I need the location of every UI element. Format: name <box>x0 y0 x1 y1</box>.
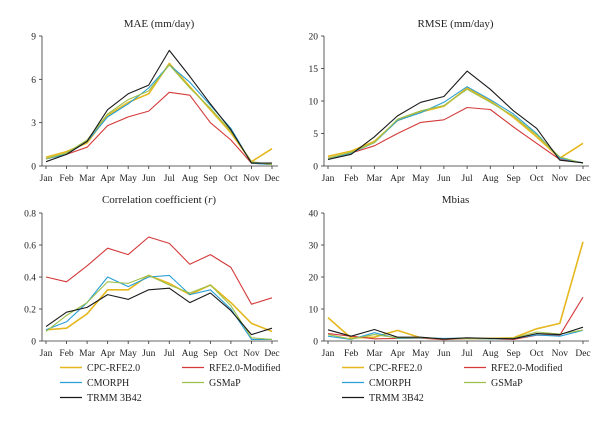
panel-2-x-tick-label: Dec <box>575 174 590 184</box>
panel-4-x-tick-label: May <box>412 349 430 359</box>
panel-4-y-tick-label: 30 <box>309 242 319 252</box>
panel-4-x-tick-label: Nov <box>552 349 569 359</box>
panel-4-x-tick-label: Jun <box>437 349 450 359</box>
panel-3-x-tick-label: Jun <box>142 349 155 359</box>
panel-2-x-tick-label: Nov <box>552 174 569 184</box>
panel-4-x-tick-label: Jan <box>322 349 335 359</box>
panel-1-x-tick-label: May <box>119 174 137 184</box>
panel-1-x-tick-label: Sep <box>203 174 218 184</box>
panel-4-y-tick-label: 40 <box>309 210 319 220</box>
panel-3-x-tick-label: May <box>119 349 137 359</box>
panel-2-y-tick-label: 15 <box>309 65 319 75</box>
panel-1-y-tick-label: 0 <box>31 163 36 173</box>
panel-3-x-tick-label: Jul <box>164 349 175 359</box>
series-line-cpc-rfe2-0 <box>45 274 273 333</box>
panel-2-y-tick-label: 10 <box>309 98 319 108</box>
legend-label: CPC-RFE2.0 <box>87 363 140 374</box>
panel-3-x-tick-label: Aug <box>182 349 199 359</box>
panel-4-title: Mbias <box>442 194 470 206</box>
panel-2-y-tick-label: 5 <box>313 130 318 140</box>
panel-3-x-tick-label: Oct <box>224 349 238 359</box>
panel-1-x-tick-label: Aug <box>182 174 199 184</box>
panel-2-x-tick-label: Oct <box>530 174 544 184</box>
panel-3-y-tick-label: 0.4 <box>24 274 36 284</box>
panel-4-y-tick-label: 0 <box>313 338 318 348</box>
panel-4-x-tick-label: Oct <box>530 349 544 359</box>
panel-2-x-tick-label: Jul <box>462 174 473 184</box>
legend-label: GSMaP <box>209 378 241 389</box>
panel-1-x-tick-label: Oct <box>224 174 238 184</box>
panel-2-x-tick-label: Mar <box>366 174 383 184</box>
legend-label: CMORPH <box>87 378 129 389</box>
panel-2-title: RMSE (mm/day) <box>417 18 493 30</box>
legend-label: CMORPH <box>369 378 411 389</box>
panel-1-title: MAE (mm/day) <box>124 18 195 30</box>
panel-3-x-tick-label: Nov <box>243 349 260 359</box>
panel-2-y-tick-label: 0 <box>313 163 318 173</box>
series-line-rfe2-0-modified <box>327 296 584 341</box>
panel-4-x-tick-label: Jul <box>462 349 473 359</box>
panel-1-y-tick-label: 3 <box>31 119 36 129</box>
panel-4-x-tick-label: Dec <box>575 349 590 359</box>
panel-3-y-tick-label: 0 <box>31 338 36 348</box>
legend-label: RFE2.0-Modified <box>491 363 562 374</box>
series-line-trmm-3b42 <box>45 287 273 336</box>
panel-1-x-tick-label: Jan <box>40 174 53 184</box>
panel-1-x-tick-label: Mar <box>79 174 96 184</box>
series-line-trmm-3b42 <box>45 49 272 164</box>
panel-4-x-tick-label: Mar <box>366 349 383 359</box>
series-line-cpc-rfe2-0 <box>327 87 584 159</box>
panel-1-x-tick-label: Feb <box>59 174 74 184</box>
panel-3-title: Correlation coefficient (r) <box>102 194 216 206</box>
legend-label: RFE2.0-Modified <box>209 363 280 374</box>
panel-4-x-tick-label: Aug <box>482 349 499 359</box>
legend-label: TRMM 3B42 <box>87 393 142 404</box>
panel-1-x-tick-label: Jul <box>164 174 175 184</box>
series-line-rfe2-0-modified <box>45 91 273 166</box>
panel-1-x-tick-label: Jun <box>142 174 155 184</box>
legend-label: TRMM 3B42 <box>369 393 424 404</box>
panel-2-x-tick-label: Apr <box>390 174 406 184</box>
panel-3-y-tick-label: 0.2 <box>24 306 36 316</box>
legend-label: GSMaP <box>491 378 523 389</box>
panel-2-y-tick-label: 20 <box>309 33 319 43</box>
series-line-rfe2-0-modified <box>327 106 584 164</box>
panel-3-x-tick-label: Mar <box>79 349 96 359</box>
panel-1-x-tick-label: Nov <box>243 174 260 184</box>
panel-2-x-tick-label: Sep <box>506 174 521 184</box>
panel-2-x-tick-label: May <box>412 174 430 184</box>
series-line-gsmap <box>327 88 584 164</box>
panel-3-x-tick-label: Apr <box>100 349 116 359</box>
panel-1-y-tick-label: 9 <box>31 33 36 43</box>
panel-4-x-tick-label: Apr <box>390 349 406 359</box>
series-line-gsmap <box>45 274 273 340</box>
series-line-trmm-3b42 <box>327 326 584 340</box>
panel-2-x-tick-label: Aug <box>482 174 499 184</box>
legend-label: CPC-RFE2.0 <box>369 363 422 374</box>
panel-3-x-tick-label: Feb <box>59 349 74 359</box>
panel-3-x-tick-label: Dec <box>264 349 279 359</box>
panel-1-y-tick-label: 6 <box>31 76 36 86</box>
panel-4-x-tick-label: Feb <box>344 349 359 359</box>
panel-3-y-tick-label: 0.8 <box>24 210 36 220</box>
panel-3-x-tick-label: Sep <box>203 349 218 359</box>
series-line-trmm-3b42 <box>327 70 584 164</box>
series-line-rfe2-0-modified <box>45 236 273 305</box>
panel-3-x-tick-label: Jan <box>40 349 53 359</box>
panel-4-y-tick-label: 20 <box>309 274 319 284</box>
panel-2-x-tick-label: Jun <box>437 174 450 184</box>
panel-4-x-tick-label: Sep <box>506 349 521 359</box>
panel-2-x-tick-label: Feb <box>344 174 359 184</box>
series-line-cpc-rfe2-0 <box>327 241 584 340</box>
panel-4-y-tick-label: 10 <box>309 306 319 316</box>
panel-1-x-tick-label: Dec <box>264 174 279 184</box>
panel-3-y-tick-label: 0.6 <box>24 242 36 252</box>
panel-2-x-tick-label: Jan <box>322 174 335 184</box>
panel-1-x-tick-label: Apr <box>100 174 116 184</box>
